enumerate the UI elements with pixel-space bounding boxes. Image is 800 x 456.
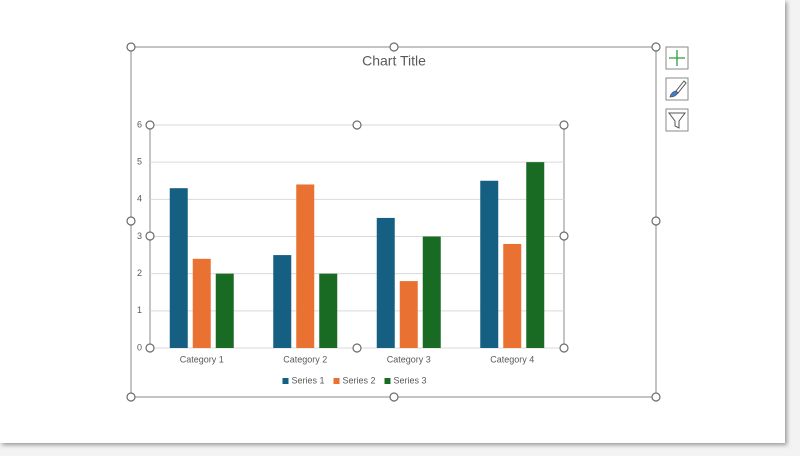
y-tick-label: 6 [137, 119, 142, 129]
resize-handle[interactable] [352, 343, 362, 353]
resize-handle[interactable] [559, 343, 569, 353]
bar [169, 188, 188, 348]
bar [215, 273, 234, 348]
legend-swatch [333, 378, 340, 384]
resize-handle[interactable] [145, 231, 155, 241]
bar [503, 243, 522, 348]
brush-tip [669, 90, 679, 98]
resize-handle[interactable] [559, 120, 569, 130]
y-tick-label: 5 [137, 157, 142, 167]
resize-handle[interactable] [145, 343, 155, 353]
chart-filters-button[interactable] [665, 108, 689, 132]
x-tick-label: Category 3 [387, 354, 431, 364]
bar [273, 255, 292, 348]
bar [319, 273, 338, 348]
x-tick-label: Category 4 [490, 354, 534, 364]
legend-swatch [384, 378, 391, 384]
resize-handle[interactable] [651, 392, 661, 402]
y-tick-label: 0 [137, 342, 142, 352]
resize-handle[interactable] [651, 42, 661, 52]
y-tick-label: 4 [137, 194, 142, 204]
resize-handle[interactable] [126, 392, 136, 402]
legend-swatch [282, 378, 289, 384]
x-tick-label: Category 1 [180, 354, 224, 364]
bar [376, 217, 395, 348]
bar [526, 162, 545, 348]
bar [480, 180, 499, 348]
bar [399, 281, 418, 348]
resize-handle[interactable] [126, 42, 136, 52]
bar [296, 184, 315, 348]
y-tick-label: 3 [137, 231, 142, 241]
chart-elements-button[interactable] [665, 46, 689, 70]
x-tick-label: Category 2 [283, 354, 327, 364]
bar [422, 236, 441, 348]
resize-handle[interactable] [559, 231, 569, 241]
resize-handle[interactable] [352, 120, 362, 130]
resize-handle[interactable] [389, 42, 399, 52]
legend-label: Series 1 [292, 375, 325, 385]
filter-icon [668, 112, 686, 129]
chart-styles-button[interactable] [665, 77, 689, 101]
bar [192, 258, 211, 348]
selection-handles[interactable] [126, 42, 661, 402]
resize-handle[interactable] [126, 216, 136, 226]
resize-handle[interactable] [651, 216, 661, 226]
plus-icon [669, 50, 685, 66]
resize-handle[interactable] [145, 120, 155, 130]
chart-title[interactable]: Chart Title [362, 53, 426, 69]
resize-handle[interactable] [389, 392, 399, 402]
chart[interactable]: Chart Title 0 1 2 3 4 5 6 Category 1 Category 2 C… [130, 46, 657, 398]
legend-label: Series 2 [343, 375, 376, 385]
legend-label: Series 3 [394, 375, 427, 385]
y-tick-label: 1 [137, 305, 142, 315]
y-tick-label: 2 [137, 268, 142, 278]
